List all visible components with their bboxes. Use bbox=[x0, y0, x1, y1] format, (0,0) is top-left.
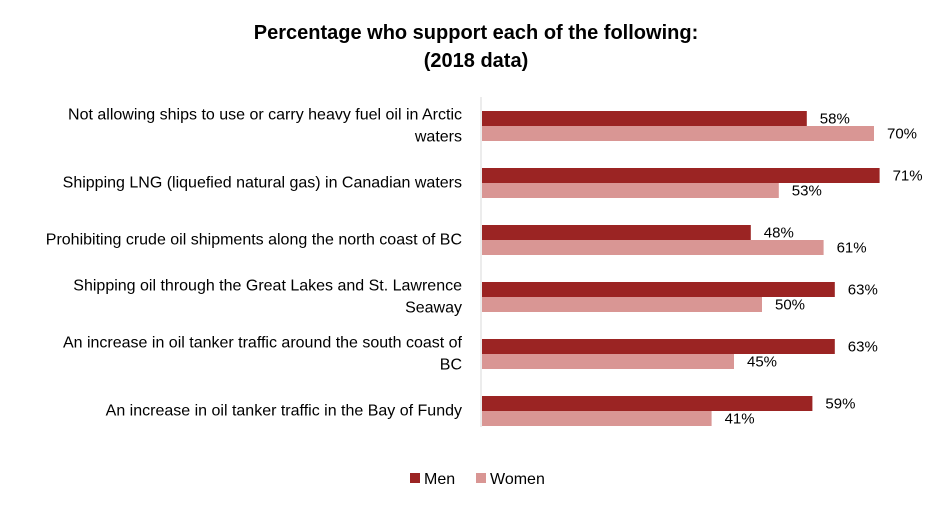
legend-swatch-women bbox=[476, 473, 486, 483]
legend-label-women: Women bbox=[490, 471, 545, 488]
data-label-men: 48% bbox=[764, 225, 794, 242]
data-label-men: 63% bbox=[848, 282, 878, 299]
data-label-men: 58% bbox=[820, 111, 850, 128]
data-label-women: 53% bbox=[792, 183, 822, 200]
chart-title-line-2: (2018 data) bbox=[424, 50, 529, 72]
category-label: An increase in oil tanker traffic in the… bbox=[106, 403, 462, 420]
data-label-men: 59% bbox=[825, 396, 855, 413]
legend-swatch-men bbox=[410, 473, 420, 483]
category-label: waters bbox=[414, 129, 462, 146]
data-label-women: 61% bbox=[837, 240, 867, 257]
category-label: Not allowing ships to use or carry heavy… bbox=[68, 107, 462, 124]
data-label-women: 45% bbox=[747, 354, 777, 371]
bar-men bbox=[482, 111, 807, 126]
bar-men bbox=[482, 339, 835, 354]
category-label: Shipping LNG (liquefied natural gas) in … bbox=[63, 175, 462, 192]
category-label: Prohibiting crude oil shipments along th… bbox=[46, 232, 462, 249]
bar-women bbox=[482, 297, 762, 312]
data-label-men: 63% bbox=[848, 339, 878, 356]
legend: Men Women bbox=[410, 471, 545, 488]
bar-men bbox=[482, 396, 813, 411]
category-label: Shipping oil through the Great Lakes and… bbox=[73, 278, 462, 295]
bar-women bbox=[482, 354, 734, 369]
category-label: BC bbox=[440, 357, 462, 374]
bar-women bbox=[482, 126, 874, 141]
data-label-women: 50% bbox=[775, 297, 805, 314]
category-label: An increase in oil tanker traffic around… bbox=[63, 335, 463, 352]
bar-women bbox=[482, 183, 779, 198]
legend-label-men: Men bbox=[424, 471, 455, 488]
category-label: Seaway bbox=[405, 300, 462, 317]
bar-men bbox=[482, 168, 880, 183]
chart-title-line-1: Percentage who support each of the follo… bbox=[254, 22, 698, 44]
bar-women bbox=[482, 411, 712, 426]
bar-women bbox=[482, 240, 824, 255]
bars bbox=[482, 111, 880, 426]
bar-men bbox=[482, 282, 835, 297]
data-labels: 58% 70% 71% 53% 48% 61% 63% 50% 63% 45% 59% 41% bbox=[725, 111, 923, 428]
data-label-women: 70% bbox=[887, 126, 917, 143]
bar-men bbox=[482, 225, 751, 240]
chart-title: Percentage who support each of the follo… bbox=[254, 22, 698, 72]
data-label-men: 71% bbox=[893, 168, 923, 185]
category-labels: Not allowing ships to use or carry heavy… bbox=[46, 107, 463, 420]
data-label-women: 41% bbox=[725, 411, 755, 428]
